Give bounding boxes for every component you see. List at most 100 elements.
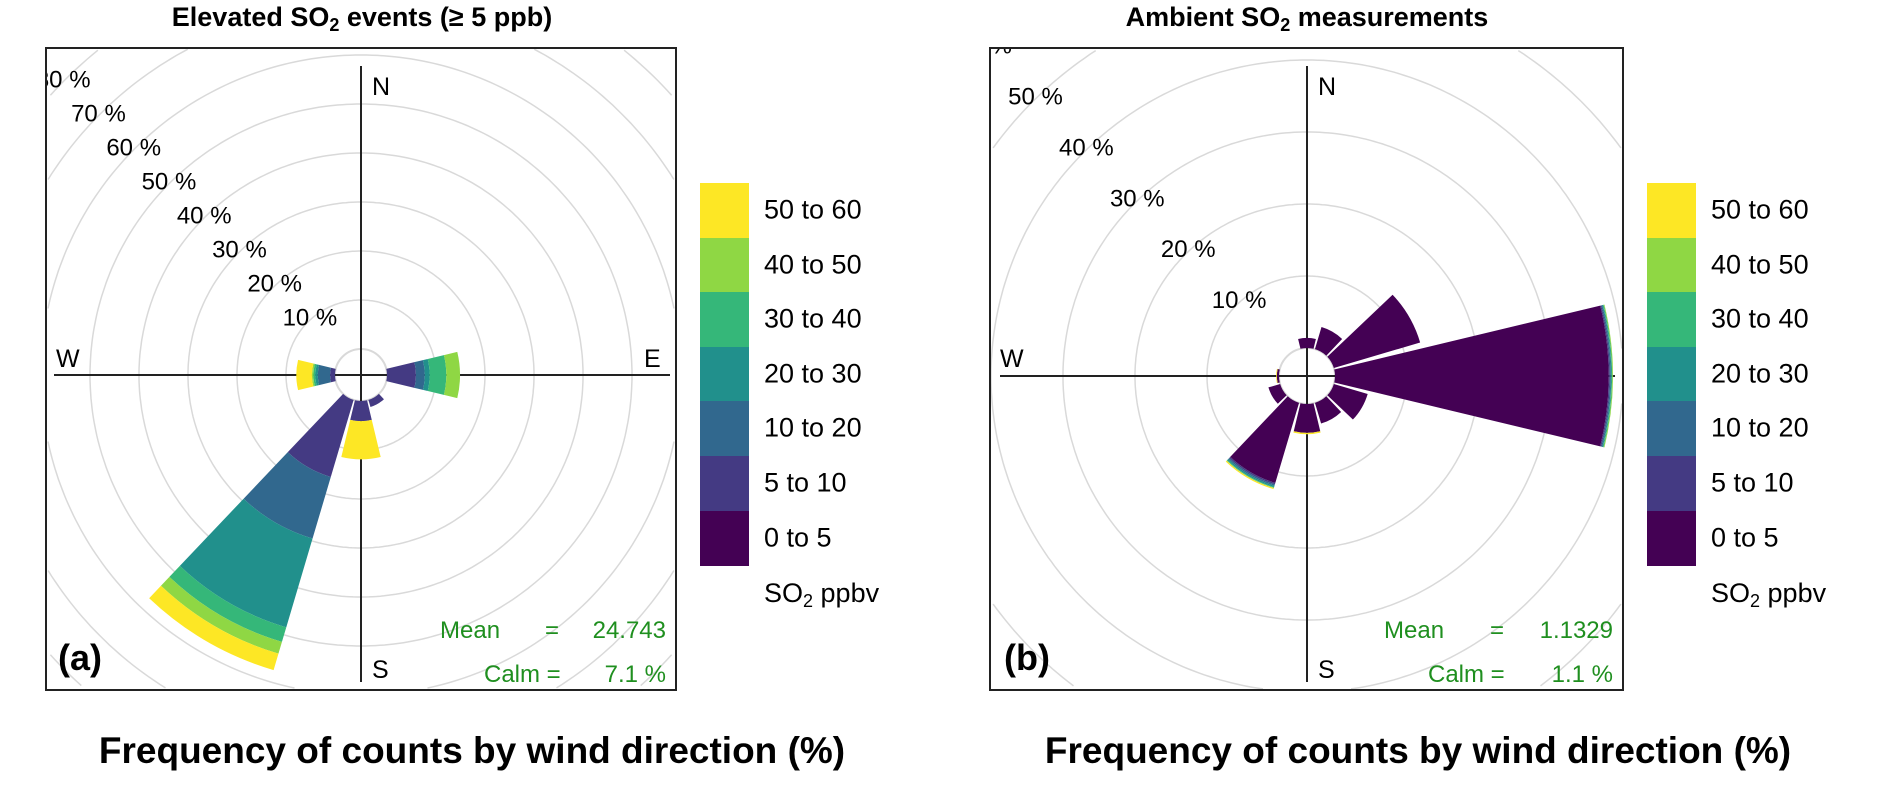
radial-tick-label: 50 % [1008, 83, 1063, 110]
compass-n-b: N [1318, 73, 1336, 101]
wedge-segment [1298, 337, 1316, 349]
legend-label: 40 to 50 [764, 249, 862, 280]
wedge-segment [1268, 383, 1287, 404]
rose-panel-a: 10 % 20 % 30 % 40 % 50 % 60 % 70 % 80 % [36, 48, 675, 689]
wedge-segment [1314, 327, 1343, 356]
chart-title-b: Ambient SO2 measurements [1125, 2, 1489, 35]
wedge-segment [1600, 305, 1610, 447]
wedge-segment [315, 364, 320, 386]
legend-label: 0 to 5 [764, 522, 832, 553]
wedge-segment [1228, 457, 1275, 486]
grid-ring [992, 49, 1622, 687]
radial-tick-label: 30 % [212, 237, 267, 264]
compass-s-a: S [372, 656, 389, 684]
wedge-segment [1603, 304, 1613, 448]
legend-label: 50 to 60 [1711, 194, 1809, 225]
legend-label: 30 to 40 [764, 303, 862, 334]
wedge-segment [1227, 458, 1275, 488]
wedge-segment [443, 351, 461, 399]
plot-frame-a [45, 47, 677, 691]
wedge-segment [243, 452, 331, 539]
compass-n-a: N [372, 73, 390, 101]
chart-title-a: Elevated SO2 events (≥ 5 ppb) [171, 2, 553, 35]
wedge-segment [1603, 304, 1613, 448]
legend-swatch [700, 401, 749, 457]
wedge-segment [368, 393, 384, 407]
wedge-segment [149, 585, 279, 671]
legend-swatch [1647, 292, 1696, 348]
legend-label: 5 to 10 [764, 467, 847, 498]
x-axis-label-b: Frequency of counts by wind direction (%… [1044, 730, 1792, 771]
wedge-segment [311, 363, 315, 387]
x-axis-label-a: Frequency of counts by wind direction (%… [98, 730, 846, 771]
radial-tick-label: 60 % [957, 33, 1012, 60]
calm-value-b: 1.1 % [1552, 661, 1613, 688]
wedge-segment [296, 359, 314, 391]
wedge-segment [160, 576, 282, 654]
wedge-segment [1293, 431, 1321, 435]
radial-tick-label: 50 % [142, 169, 197, 196]
legend-swatch [700, 456, 749, 511]
mean-eq-b: = [1490, 617, 1504, 644]
wedge-segment [1334, 305, 1609, 447]
mean-value-b: 1.1329 [1540, 617, 1613, 644]
legend-label: 50 to 60 [764, 194, 862, 225]
legend-label: 40 to 50 [1711, 249, 1809, 280]
legend-label: 0 to 5 [1711, 522, 1779, 553]
legend-label: 20 to 30 [764, 358, 862, 389]
wedge-segment [1602, 304, 1612, 448]
legend-swatch [1647, 346, 1696, 402]
wedge-segment [1327, 294, 1421, 369]
wedge-segment [341, 419, 381, 460]
legend-label: 10 to 20 [1711, 412, 1809, 443]
wedge-segment [169, 565, 287, 642]
wedge-segment [1276, 368, 1280, 384]
mean-label-a: Mean [440, 617, 500, 644]
wedge-segment [313, 363, 317, 387]
radial-tick-label: 40 % [177, 203, 232, 230]
wedge-segment [330, 367, 336, 383]
radial-tick-label: 80 % [36, 66, 91, 93]
wedge-segment [1276, 368, 1278, 384]
wedge-segment [386, 362, 416, 388]
legend-swatch [700, 346, 749, 402]
mean-eq-a: = [545, 617, 559, 644]
compass-w-a: W [56, 345, 80, 373]
legend-swatch [1647, 183, 1696, 238]
legend-swatch [700, 183, 749, 238]
compass-s-b: S [1318, 656, 1335, 684]
wedge-segment [179, 498, 313, 628]
radial-tick-label: 20 % [1161, 236, 1216, 263]
wedge-segment [1327, 383, 1368, 420]
compass-w-b: W [1000, 345, 1024, 373]
wedge-segment [414, 360, 425, 390]
mean-label-b: Mean [1384, 617, 1444, 644]
calm-label-a: Calm = [484, 661, 561, 688]
legend-label: 5 to 10 [1711, 467, 1794, 498]
wedge-segment [1230, 396, 1300, 483]
wedge-segment [1229, 456, 1276, 485]
grid-ring [990, 59, 1623, 690]
compass-e-a: E [644, 345, 661, 373]
wedge-segment [350, 400, 372, 422]
radial-tick-label: 20 % [247, 271, 302, 298]
legend-swatch [1647, 456, 1696, 511]
legend-swatch [700, 510, 749, 566]
grid-ring [47, 54, 675, 689]
legend-label: 10 to 20 [764, 412, 862, 443]
grid-ring [49, 49, 673, 687]
legend-label: 20 to 30 [1711, 358, 1809, 389]
panel-label-b: (b) [1004, 637, 1050, 678]
rose-panel-b: 10 % 20 % 30 % 40 % 50 % 60 % [957, 33, 1623, 690]
legend-unit-a: SO2 ppbv [764, 578, 880, 611]
wedge-segment [1314, 396, 1342, 424]
grid-ring [47, 48, 675, 689]
wedge-segment [287, 393, 354, 477]
wedge-segment [317, 364, 331, 386]
mean-value-a: 24.743 [593, 617, 666, 644]
wedge-segment [427, 355, 447, 395]
legend-label: 30 to 40 [1711, 303, 1809, 334]
radial-tick-label: 40 % [1059, 134, 1114, 161]
legend-unit-b: SO2 ppbv [1711, 578, 1827, 611]
